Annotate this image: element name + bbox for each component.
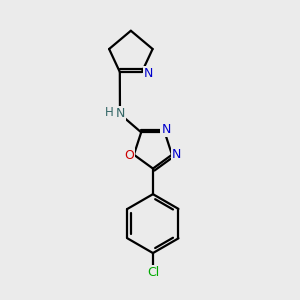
Text: N: N	[172, 148, 181, 161]
Text: H: H	[107, 105, 116, 118]
Text: N: N	[115, 107, 125, 120]
Text: H: H	[104, 106, 113, 119]
Text: N: N	[144, 67, 153, 80]
Text: Cl: Cl	[147, 266, 159, 279]
Text: N: N	[161, 124, 171, 136]
Text: O: O	[124, 149, 134, 162]
